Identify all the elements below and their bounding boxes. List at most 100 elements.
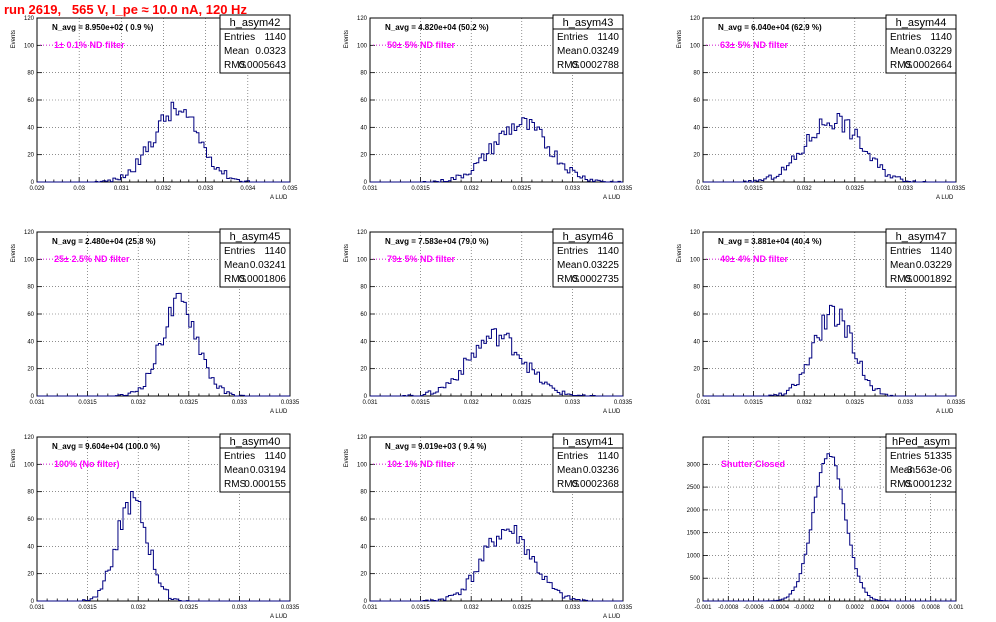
y-axis-label: Events [11,244,17,262]
x-tick-label: 0.033 [898,186,914,192]
x-tick-label: 0.033 [565,400,581,406]
x-tick-label: 0.03 [73,186,85,192]
navg-label: N_avg = 4.820e+04 (50.2 %) [385,23,489,32]
stats-rms-label: RMS [557,274,580,285]
y-tick-label: 100 [690,257,701,263]
y-tick-label: 20 [27,367,34,373]
y-axis-label: Events [677,244,683,262]
stats-box [219,14,291,74]
navg-label: N_avg = 6.040e+04 (62.9 %) [718,23,822,32]
x-axis-label: A LUD [936,195,954,201]
stats-box [219,433,291,493]
histogram-panel-h_asym40: 0.031 0.0315 0.032 0.0325 0.033 0.0335 0 20 40 60… [11,433,300,620]
stats-rms-value: 0.000155 [244,479,286,490]
x-tick-label: 0.001 [948,605,964,611]
x-tick-label: 0.031 [29,605,45,611]
x-axis-label: A LUD [270,409,288,415]
stats-entries-value: 1140 [930,32,952,43]
stats-mean-label: Mean [224,46,249,57]
stats-mean-value: 0.03249 [583,46,620,57]
stats-mean-value: 0.03241 [250,260,287,271]
x-tick-label: 0.0325 [180,400,199,406]
y-axis-label: Events [344,449,350,467]
y-tick-label: 20 [693,153,700,159]
y-tick-label: 60 [693,98,700,104]
x-tick-label: 0.0315 [411,186,430,192]
stats-mean-label: Mean [557,465,582,476]
y-tick-label: 3000 [687,462,701,468]
x-axis-label: A LUD [603,195,621,201]
y-tick-label: 120 [690,16,701,22]
y-tick-label: 80 [27,285,34,291]
stats-title: hPed_asym [892,436,950,448]
y-axis-label: Events [344,30,350,48]
x-tick-label: 0.031 [695,186,711,192]
filter-label: 63± 5% ND filter [720,40,788,50]
x-tick-label: 0.0335 [614,186,633,192]
y-tick-label: 20 [27,572,34,578]
navg-label: N_avg = 3.881e+04 (40.4 %) [718,237,822,246]
stats-entries-value: 51335 [924,451,952,462]
x-axis-label: A LUD [603,409,621,415]
x-tick-label: 0.032 [464,400,480,406]
y-tick-label: 40 [27,544,34,550]
stats-rms-label: RMS [890,479,913,490]
y-axis-label: Events [344,244,350,262]
stats-mean-label: Mean [890,465,915,476]
histogram-panel-h_asym46: 0.031 0.0315 0.032 0.0325 0.033 0.0335 0 20 40 60… [344,228,633,415]
y-axis-label: Events [11,30,17,48]
y-tick-label: 40 [693,339,700,345]
stats-box [885,433,957,493]
stats-entries-label: Entries [890,451,921,462]
x-tick-label: 0.033 [232,605,248,611]
y-tick-label: 2000 [687,508,701,514]
stats-entries-value: 1140 [597,246,619,257]
stats-entries-value: 1140 [597,451,619,462]
stats-entries-value: 1140 [597,32,619,43]
y-tick-label: 100 [24,462,35,468]
navg-label: N_avg = 7.583e+04 (79.0 %) [385,237,489,246]
stats-entries-label: Entries [557,246,588,257]
stats-mean-value: 0.03229 [916,46,953,57]
histogram-series [370,328,623,397]
x-tick-label: 0.0325 [513,605,532,611]
x-tick-label: 0.0335 [281,400,300,406]
stats-mean-value: -3.563e-06 [904,465,953,476]
stats-entries-value: 1140 [264,246,286,257]
y-tick-label: 80 [27,490,34,496]
x-tick-label: 0.0325 [846,400,865,406]
x-tick-label: 0.033 [898,400,914,406]
stats-box [219,228,291,288]
filter-label: 79± 5% ND filter [387,254,455,264]
x-tick-label: 0.0315 [744,400,763,406]
x-tick-label: 0.033 [232,400,248,406]
x-tick-label: 0.032 [464,186,480,192]
histogram-panel-h_asym41: 0.031 0.0315 0.032 0.0325 0.033 0.0335 0 20 40 60… [344,433,633,620]
stats-mean-value: 0.03225 [583,260,620,271]
y-tick-label: 0 [697,394,701,400]
stats-box [552,228,624,288]
stats-title: h_asym44 [896,17,947,29]
y-tick-label: 0 [697,599,701,605]
y-tick-label: 120 [24,230,35,236]
x-tick-label: 0.0315 [78,400,97,406]
stats-rms-label: RMS [224,60,247,71]
x-tick-label: 0.0325 [180,605,199,611]
stats-mean-value: 0.03229 [916,260,953,271]
stats-entries-label: Entries [557,32,588,43]
x-tick-label: 0.031 [362,186,378,192]
x-tick-label: -0.0004 [769,605,790,611]
stats-mean-label: Mean [224,465,249,476]
y-tick-label: 20 [360,153,367,159]
histogram-series [703,304,956,397]
stats-title: h_asym42 [230,17,281,29]
y-tick-label: 1500 [687,531,701,537]
stats-entries-label: Entries [224,246,255,257]
stats-rms-value: 0.0002735 [572,274,620,285]
histogram-panel-h_asym45: 0.031 0.0315 0.032 0.0325 0.033 0.0335 0 20 40 60… [11,228,300,415]
y-tick-label: 0 [31,394,35,400]
filter-label: 100% (No filter) [54,459,120,469]
stats-entries-value: 1140 [264,32,286,43]
x-tick-label: 0.0335 [281,605,300,611]
